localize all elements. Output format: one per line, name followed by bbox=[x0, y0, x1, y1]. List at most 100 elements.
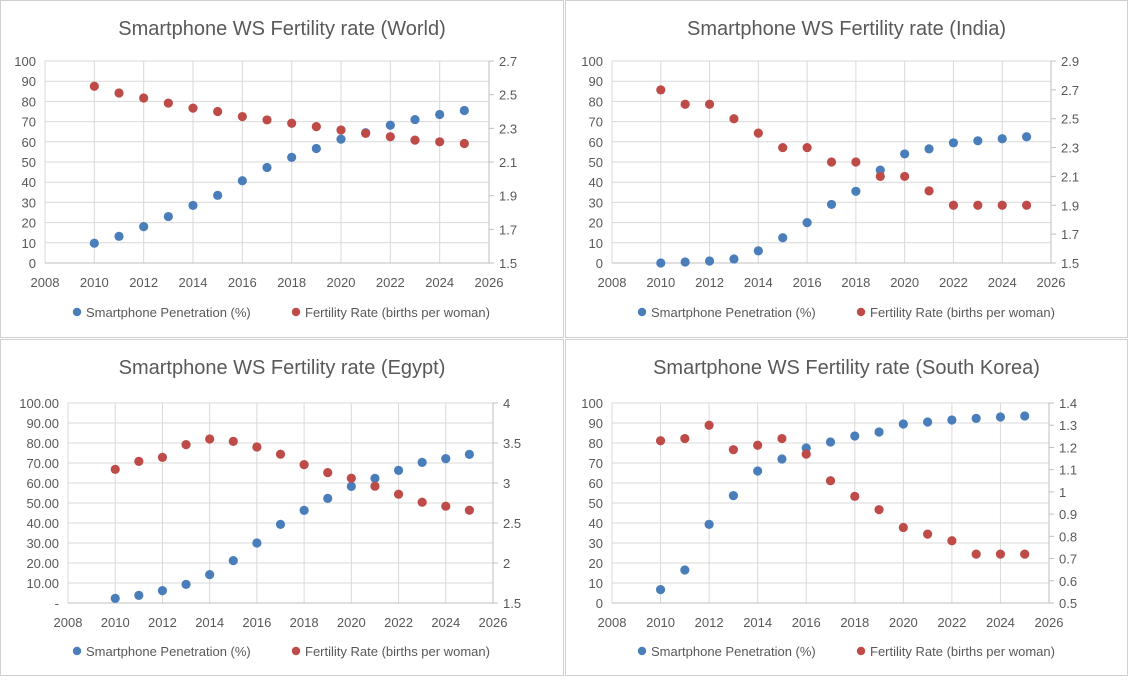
y-left-tick-label: 80 bbox=[589, 94, 603, 109]
x-tick-label: 2008 bbox=[598, 275, 627, 290]
smartphone-penetration-point bbox=[997, 134, 1007, 144]
chart-title: Smartphone WS Fertility rate (South Kore… bbox=[653, 357, 1040, 379]
legend-marker-fertility bbox=[856, 307, 866, 317]
y-left-tick-label: 60 bbox=[589, 135, 603, 150]
fertility-rate-point bbox=[777, 433, 787, 444]
smartphone-penetration-point bbox=[188, 200, 198, 211]
legend-marker-smartphone bbox=[72, 646, 82, 656]
fertility-rate-point bbox=[826, 157, 837, 167]
smartphone-penetration-point bbox=[851, 186, 861, 196]
y-left-tick-label: 60 bbox=[589, 476, 603, 491]
fertility-rate-point bbox=[361, 128, 371, 138]
y-left-tick-label: 30 bbox=[589, 536, 603, 551]
x-tick-label: 2014 bbox=[743, 615, 772, 630]
fertility-rate-point bbox=[228, 436, 238, 446]
fertility-rate-point bbox=[802, 142, 812, 153]
smartphone-penetration-point bbox=[370, 473, 380, 483]
y-right-tick-label: 2 bbox=[503, 556, 510, 571]
y-right-tick-label: 0.5 bbox=[1059, 596, 1077, 611]
fertility-rate-point bbox=[323, 468, 333, 478]
smartphone-penetration-point bbox=[435, 109, 445, 120]
y-right-tick-label: 2.5 bbox=[503, 516, 521, 531]
y-left-tick-label: 20.00 bbox=[26, 556, 59, 571]
legend: Smartphone Penetration (%) Fertility Rate… bbox=[72, 644, 490, 659]
legend-marker-smartphone bbox=[637, 646, 647, 656]
x-tick-label: 2016 bbox=[793, 275, 822, 290]
smartphone-penetration-point bbox=[385, 120, 395, 130]
y-left-tick-label: 50 bbox=[589, 155, 603, 170]
chart-border bbox=[565, 339, 1128, 676]
smartphone-penetration-point bbox=[114, 231, 124, 241]
fertility-rate-point bbox=[393, 489, 404, 499]
y-left-tick-label: 10 bbox=[589, 236, 603, 251]
y-right-tick-label: 2.1 bbox=[1061, 169, 1079, 184]
y-right-tick-label: 2.1 bbox=[499, 155, 517, 170]
smartphone-penetration-point bbox=[924, 144, 934, 154]
chart-panel: Smartphone WS Fertility rate (India) 0 10 2… bbox=[565, 0, 1128, 338]
y-left-tick-label: 70 bbox=[22, 115, 36, 130]
smartphone-penetration-point bbox=[826, 199, 837, 210]
legend-marker-fertility bbox=[291, 646, 301, 656]
fertility-rate-point bbox=[655, 436, 666, 446]
y-left-tick-label: 30 bbox=[589, 195, 603, 210]
y-right-tick-label: 4 bbox=[503, 396, 510, 411]
smartphone-penetration-point bbox=[900, 149, 910, 159]
fertility-rate-point bbox=[875, 171, 885, 182]
x-tick-label: 2024 bbox=[988, 275, 1017, 290]
y-right-tick-label: 2.5 bbox=[499, 88, 517, 103]
x-tick-label: 2020 bbox=[890, 275, 919, 290]
smartphone-penetration-point bbox=[110, 593, 120, 603]
fertility-rate-point bbox=[704, 99, 715, 109]
y-left-tick-label: 70.00 bbox=[26, 456, 59, 471]
smartphone-penetration-point bbox=[680, 257, 690, 267]
x-tick-label: 2008 bbox=[54, 615, 83, 630]
fertility-rate-point bbox=[1020, 549, 1030, 559]
y-right-tick-label: 1.7 bbox=[499, 222, 517, 237]
smartphone-penetration-point bbox=[728, 491, 738, 501]
legend: Smartphone Penetration (%) Fertility Rate… bbox=[637, 305, 1055, 320]
x-tick-label: 2010 bbox=[646, 275, 675, 290]
fertility-rate-point bbox=[680, 433, 690, 444]
smartphone-penetration-point bbox=[275, 519, 286, 529]
y-right-tick-label: 2.7 bbox=[1061, 83, 1079, 98]
fertility-rate-point bbox=[336, 125, 346, 135]
smartphone-penetration-point bbox=[680, 565, 690, 575]
smartphone-penetration-point bbox=[1022, 132, 1032, 142]
x-tick-label: 2026 bbox=[1035, 615, 1064, 630]
fertility-rate-point bbox=[134, 456, 144, 466]
y-left-tick-label: 40 bbox=[22, 175, 36, 190]
y-left-tick-label: 100.00 bbox=[19, 396, 59, 411]
legend-label-fertility: Fertility Rate (births per woman) bbox=[870, 305, 1055, 320]
x-tick-label: 2018 bbox=[277, 275, 306, 290]
y-left-tick-label: 50 bbox=[589, 496, 603, 511]
smartphone-penetration-point bbox=[778, 233, 788, 243]
fertility-rate-point bbox=[311, 122, 321, 132]
smartphone-penetration-point bbox=[311, 143, 321, 154]
chart-panel: Smartphone WS Fertility rate (South Kore… bbox=[565, 339, 1128, 676]
y-right-tick-label: 2.9 bbox=[1061, 54, 1079, 69]
smartphone-penetration-point bbox=[134, 590, 144, 600]
fertility-rate-point bbox=[441, 501, 451, 511]
fertility-rate-point bbox=[237, 111, 247, 122]
fertility-rate-point bbox=[656, 85, 666, 95]
fertility-rate-point bbox=[801, 449, 811, 459]
x-tick-label: 2016 bbox=[242, 615, 271, 630]
fertility-rate-point bbox=[900, 171, 910, 182]
smartphone-penetration-point bbox=[923, 417, 933, 427]
fertility-rate-point bbox=[923, 529, 933, 539]
y-right-tick-label: 1.5 bbox=[499, 256, 517, 271]
y-left-tick-label: 50 bbox=[22, 155, 36, 170]
fertility-rate-point bbox=[898, 522, 908, 533]
y-left-tick-label: 10.00 bbox=[26, 576, 59, 591]
y-left-tick-label: 10 bbox=[589, 576, 603, 591]
smartphone-penetration-point bbox=[157, 586, 168, 596]
y-right-tick-label: 1.7 bbox=[1061, 227, 1079, 242]
smartphone-penetration-point bbox=[875, 165, 885, 175]
y-right-tick-label: 3 bbox=[503, 476, 510, 491]
fertility-rate-point bbox=[459, 138, 469, 149]
fertility-rate-point bbox=[287, 118, 297, 128]
fertility-rate-point bbox=[973, 200, 983, 210]
smartphone-penetration-point bbox=[237, 176, 247, 186]
smartphone-penetration-point bbox=[802, 218, 812, 228]
smartphone-penetration-point bbox=[252, 538, 262, 548]
